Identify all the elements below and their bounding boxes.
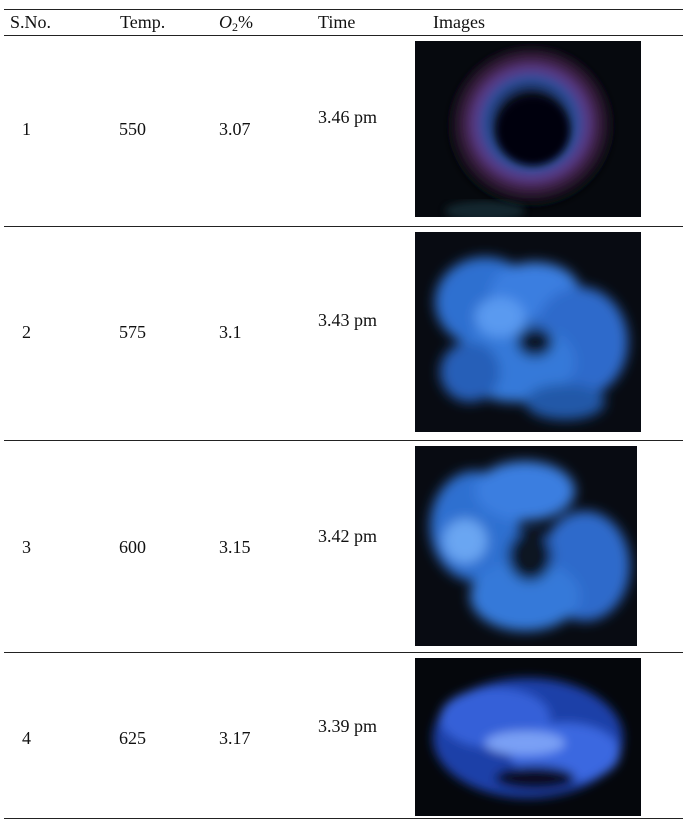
- row-2-sno: 2: [22, 322, 31, 342]
- header-sno: S.No.: [10, 12, 52, 32]
- row-3-image: [415, 446, 637, 646]
- rule-row-3: [4, 652, 683, 653]
- row-4-o2: 3.17: [219, 728, 251, 748]
- row-4-sno: 4: [22, 728, 31, 748]
- header-o2-pct: %: [238, 12, 253, 32]
- rule-header: [4, 35, 683, 36]
- row-2-temp: 575: [119, 322, 146, 342]
- header-o2-main: O: [219, 12, 232, 32]
- row-3-sno: 3: [22, 537, 31, 557]
- row-3-time: 3.42 pm: [318, 526, 378, 546]
- row-2-o2: 3.1: [219, 322, 242, 342]
- row-1-image: [415, 41, 641, 217]
- rule-row-2: [4, 440, 683, 441]
- row-3-temp: 600: [119, 537, 146, 557]
- rule-row-1: [4, 226, 683, 227]
- row-2-time: 3.43 pm: [318, 310, 378, 330]
- header-o2: O2%: [219, 12, 253, 37]
- row-1-temp: 550: [119, 119, 146, 139]
- flame-cloud-image-icon: [415, 232, 641, 432]
- header-temp: Temp.: [120, 12, 166, 32]
- row-4-time: 3.39 pm: [318, 716, 378, 736]
- row-1-sno: 1: [22, 119, 31, 139]
- rule-top: [4, 9, 683, 11]
- row-4-image: [415, 658, 641, 816]
- header-time: Time: [318, 12, 356, 32]
- flame-cloud-image-icon: [415, 658, 641, 816]
- rule-bottom: [4, 818, 683, 820]
- flame-cloud-image-icon: [415, 446, 637, 646]
- header-images: Images: [433, 12, 485, 32]
- flame-ring-image-icon: [415, 41, 641, 217]
- row-1-o2: 3.07: [219, 119, 251, 139]
- row-1-time: 3.46 pm: [318, 107, 378, 127]
- row-4-temp: 625: [119, 728, 146, 748]
- header-o2-sub: 2: [232, 20, 238, 34]
- row-3-o2: 3.15: [219, 537, 251, 557]
- row-2-image: [415, 232, 641, 432]
